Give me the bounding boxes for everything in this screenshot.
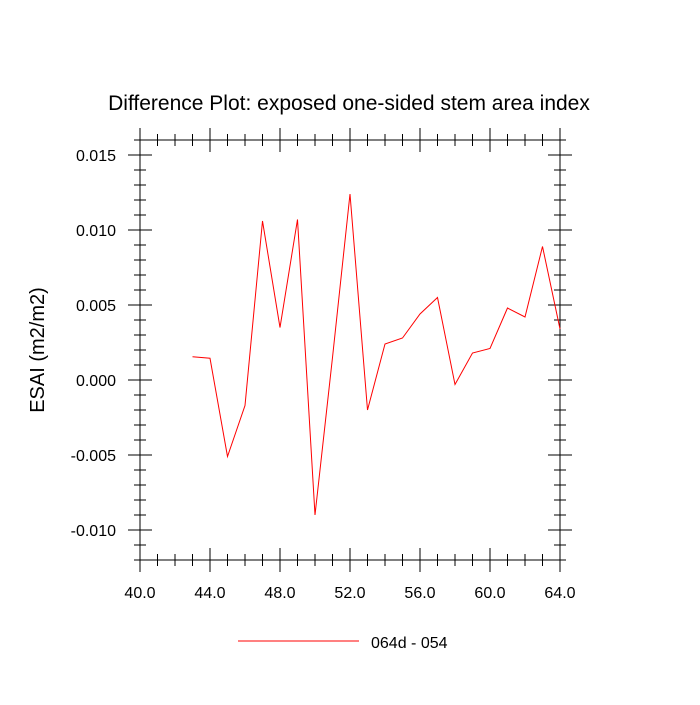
- y-tick-label: 0.000: [76, 373, 116, 390]
- y-tick-label: -0.010: [71, 523, 116, 540]
- plot-area: 40.0 44.0 48.0 52.0 56.0 60.0 64.0 0.015 0.010 0.…: [71, 128, 576, 602]
- x-tick-label: 44.0: [194, 585, 225, 602]
- x-tick-label: 40.0: [124, 585, 155, 602]
- x-tick-label: 56.0: [404, 585, 435, 602]
- y-tick-label: 0.005: [76, 298, 116, 315]
- x-tick-label: 48.0: [264, 585, 295, 602]
- y-tick-label: 0.010: [76, 223, 116, 240]
- chart-title: Difference Plot: exposed one-sided stem …: [108, 92, 590, 115]
- legend: 064d - 054: [238, 635, 448, 652]
- series-line: [192, 193, 561, 516]
- x-tick-label: 60.0: [474, 585, 505, 602]
- x-tick-label: 64.0: [544, 585, 575, 602]
- x-tick-label: 52.0: [334, 585, 365, 602]
- legend-label: 064d - 054: [371, 635, 448, 652]
- plot-frame: [139, 139, 561, 561]
- y-tick-label: 0.015: [76, 148, 116, 165]
- y-tick-label: -0.005: [71, 448, 116, 465]
- y-axis-label: ESAI (m2/m2): [27, 287, 49, 413]
